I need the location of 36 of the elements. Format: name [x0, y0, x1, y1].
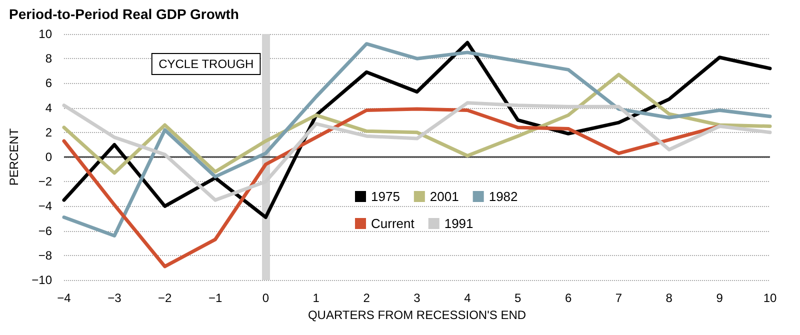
- y-axis-title: PERCENT: [7, 128, 21, 186]
- x-tick-label: −1: [208, 291, 222, 305]
- chart-title: Period-to-Period Real GDP Growth: [9, 6, 239, 22]
- y-tick-label: 6: [45, 76, 52, 90]
- x-tick-label: 1: [312, 291, 320, 305]
- x-tick-label: 3: [414, 291, 421, 305]
- x-tick-label: 2: [363, 291, 370, 305]
- x-tick-label: 7: [615, 291, 622, 305]
- ref-line-label: CYCLE TROUGH: [158, 57, 254, 71]
- legend-label: 1982: [488, 189, 518, 204]
- x-axis-title: QUARTERS FROM RECESSION'S END: [308, 308, 526, 322]
- y-tick-label: −2: [38, 174, 52, 189]
- y-tick-label: −10: [32, 273, 52, 287]
- x-tick-label: −2: [158, 291, 172, 305]
- y-tick-label: −6: [38, 224, 52, 238]
- y-tick-label: 0: [45, 150, 52, 164]
- y-tick-label: 8: [45, 52, 52, 66]
- legend-label: 1991: [444, 216, 474, 231]
- legend-label: 2001: [430, 189, 459, 204]
- x-tick-label: 9: [716, 291, 724, 305]
- x-tick-label: 5: [514, 291, 522, 305]
- y-tick-label: −4: [38, 199, 52, 214]
- legend-label: Current: [371, 216, 415, 231]
- x-tick-label: 6: [564, 291, 572, 305]
- legend-label: 1975: [371, 189, 400, 204]
- x-tick-label: 10: [763, 291, 777, 305]
- x-tick-label: 8: [666, 291, 673, 305]
- line-series: [62, 72, 772, 175]
- y-tick-label: 2: [45, 125, 52, 140]
- y-tick-label: 4: [45, 100, 52, 115]
- y-tick-label: 10: [38, 27, 52, 41]
- x-tick-label: 4: [464, 291, 472, 305]
- x-tick-label: −3: [108, 291, 122, 305]
- y-tick-label: −8: [38, 248, 52, 262]
- x-tick-label: 0: [262, 291, 270, 305]
- x-tick-label: −4: [57, 291, 72, 305]
